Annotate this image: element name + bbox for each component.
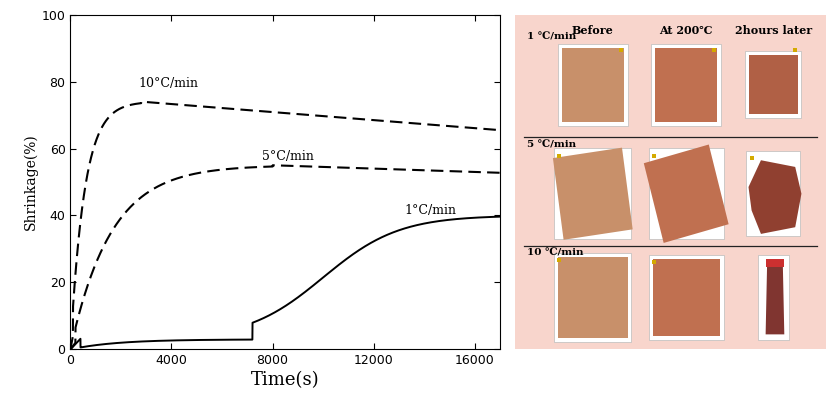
Bar [654, 48, 716, 122]
Bar [553, 253, 631, 342]
Polygon shape [765, 261, 783, 334]
Bar [745, 151, 800, 236]
Polygon shape [748, 160, 801, 234]
Text: 1 ℃/min: 1 ℃/min [527, 33, 576, 42]
Bar [748, 55, 796, 114]
Text: 5°C/min: 5°C/min [262, 150, 314, 163]
Bar [651, 44, 720, 126]
Bar [561, 48, 624, 122]
Bar [652, 259, 719, 336]
Bar [557, 257, 627, 338]
X-axis label: Time(s): Time(s) [251, 371, 319, 389]
Text: Before: Before [571, 25, 613, 36]
Text: 2hours later: 2hours later [734, 25, 811, 36]
Bar [648, 149, 723, 239]
Y-axis label: Shrinkage(%): Shrinkage(%) [23, 134, 37, 230]
Bar [557, 44, 627, 126]
Text: At 200℃: At 200℃ [658, 25, 712, 36]
Bar [744, 52, 801, 119]
Text: 5 ℃/min: 5 ℃/min [527, 140, 576, 149]
Bar [765, 259, 783, 267]
Bar [648, 255, 723, 340]
Text: 1°C/min: 1°C/min [404, 204, 456, 217]
Polygon shape [643, 144, 728, 243]
Bar [757, 255, 788, 340]
Text: 10°C/min: 10°C/min [138, 77, 198, 90]
Bar [553, 149, 631, 239]
Polygon shape [552, 148, 632, 240]
Text: 10 ℃/min: 10 ℃/min [527, 249, 583, 258]
